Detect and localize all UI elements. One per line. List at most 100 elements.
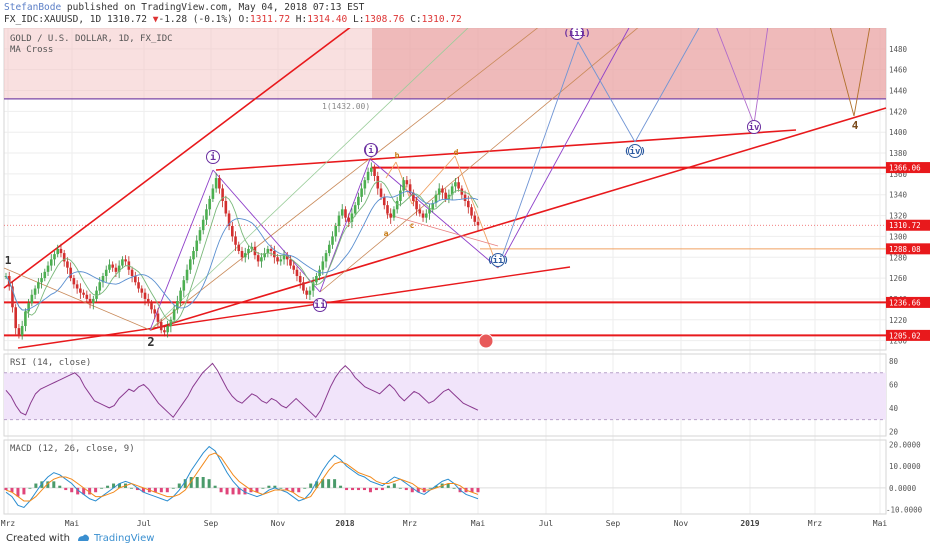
price-series [4, 162, 480, 340]
candle-body [49, 259, 53, 266]
macd-pane: MACD (12, 26, close, 9) [4, 444, 886, 509]
macd-histogram-bar [70, 487, 74, 493]
macd-line [5, 445, 479, 509]
macd-histogram-bar [225, 487, 229, 495]
candle-body [117, 265, 121, 272]
candle-body [75, 284, 79, 289]
macd-histogram-bar [28, 487, 32, 489]
candle-body [308, 290, 312, 295]
candle-body [273, 251, 276, 258]
candle-body [321, 261, 325, 270]
ma-fast-line [5, 180, 479, 323]
macd-y-tick-label: -10.0000 [886, 506, 923, 515]
wave-label: b [395, 151, 400, 160]
candle-body [415, 200, 418, 210]
rsi-line [5, 362, 479, 419]
candle-body [72, 278, 76, 285]
macd-histogram-bar [285, 487, 289, 491]
macd-histogram-bar [46, 481, 50, 488]
macd-histogram-bar [374, 487, 378, 491]
open-value: 1311.72 [250, 14, 291, 25]
candle-body [289, 259, 292, 266]
candle-body [269, 248, 273, 252]
tradingview-logo-icon [78, 534, 89, 541]
macd-histogram-bar [141, 487, 145, 493]
macd-histogram-bar [476, 487, 480, 493]
candle-body [418, 209, 422, 214]
macd-histogram-bar [410, 487, 414, 493]
trend-line [853, 28, 871, 117]
price-tag-label: 1310.72 [889, 221, 921, 230]
candle-body [221, 188, 224, 201]
macd-histogram-bar [219, 487, 223, 493]
candle-body [454, 182, 457, 187]
tradingview-link[interactable]: TradingView [94, 533, 155, 544]
y-tick-label: 1440 [889, 87, 908, 96]
candle-body [195, 240, 199, 252]
candle-body [256, 255, 260, 262]
rsi-band [4, 372, 886, 420]
trend-line [3, 267, 151, 331]
trend-line [149, 107, 887, 331]
trend-line [215, 129, 797, 171]
macd-histogram-bar [171, 487, 175, 489]
chart-title: GOLD / U.S. DOLLAR, 1D, FX_IDC [10, 34, 173, 44]
candle-body [473, 215, 477, 222]
y-tick-label: 1300 [889, 232, 908, 241]
x-tick-label: Nov [674, 519, 689, 528]
candle-body [176, 301, 179, 310]
author-link[interactable]: StefanBode [4, 2, 62, 13]
candle-body [33, 288, 37, 295]
y-tick-label: 1280 [889, 253, 908, 262]
macd-histogram-bar [112, 483, 116, 488]
candle-body [37, 282, 40, 289]
close-label: C: [404, 14, 422, 25]
trend-line [385, 161, 397, 179]
trend-line [149, 169, 214, 331]
price-tag-label: 1236.66 [889, 298, 921, 307]
resistance-zone-projection [372, 28, 886, 99]
axes: 1200 1220 1 2 40 1260 1280 1300 1320 1340 1360 1380… [1, 45, 930, 528]
macd-histogram-bar [40, 481, 44, 488]
macd-histogram-bar [398, 487, 402, 489]
candle-body [399, 190, 402, 201]
candle-body [431, 203, 435, 210]
candle-body [366, 171, 370, 181]
candle-body [444, 192, 447, 199]
candle-body [327, 244, 331, 254]
trend-line [369, 158, 499, 269]
candle-body [20, 326, 24, 336]
trend-line [634, 28, 700, 143]
candle-body [150, 303, 153, 310]
macd-histogram-bar [446, 483, 450, 488]
trend-line [3, 28, 351, 289]
x-tick-label: Nov [271, 519, 286, 528]
chart-canvas[interactable]: 1(1432.00) RSI (14, close) MACD (12, 26,… [0, 28, 932, 530]
wave-label: i [210, 151, 216, 163]
y-tick-label: 1360 [889, 170, 908, 179]
candle-body [408, 184, 412, 193]
price-tag-label: 1288.08 [889, 245, 921, 254]
macd-histogram-bar [368, 487, 372, 493]
candle-body [62, 253, 66, 262]
macd-histogram-bar [291, 487, 295, 493]
trend-line [149, 28, 469, 331]
wave-label: (i) [363, 145, 379, 156]
candle-body [214, 178, 218, 189]
wave-label: 1 [5, 254, 12, 267]
trend-line [454, 155, 499, 269]
trend-line [830, 28, 855, 117]
wave-label-circle [491, 253, 505, 267]
wave-label: ii [314, 299, 326, 311]
trend-line [212, 169, 321, 293]
candle-body [27, 303, 30, 312]
candle-body [137, 282, 140, 289]
x-tick-label: Mai [873, 519, 888, 528]
candle-body [198, 230, 202, 241]
candle-body [104, 269, 108, 277]
macd-histogram-bar [16, 487, 20, 497]
candle-body [370, 167, 373, 172]
candle-body [169, 319, 173, 327]
trend-line [753, 28, 769, 125]
candle-body [91, 298, 95, 304]
